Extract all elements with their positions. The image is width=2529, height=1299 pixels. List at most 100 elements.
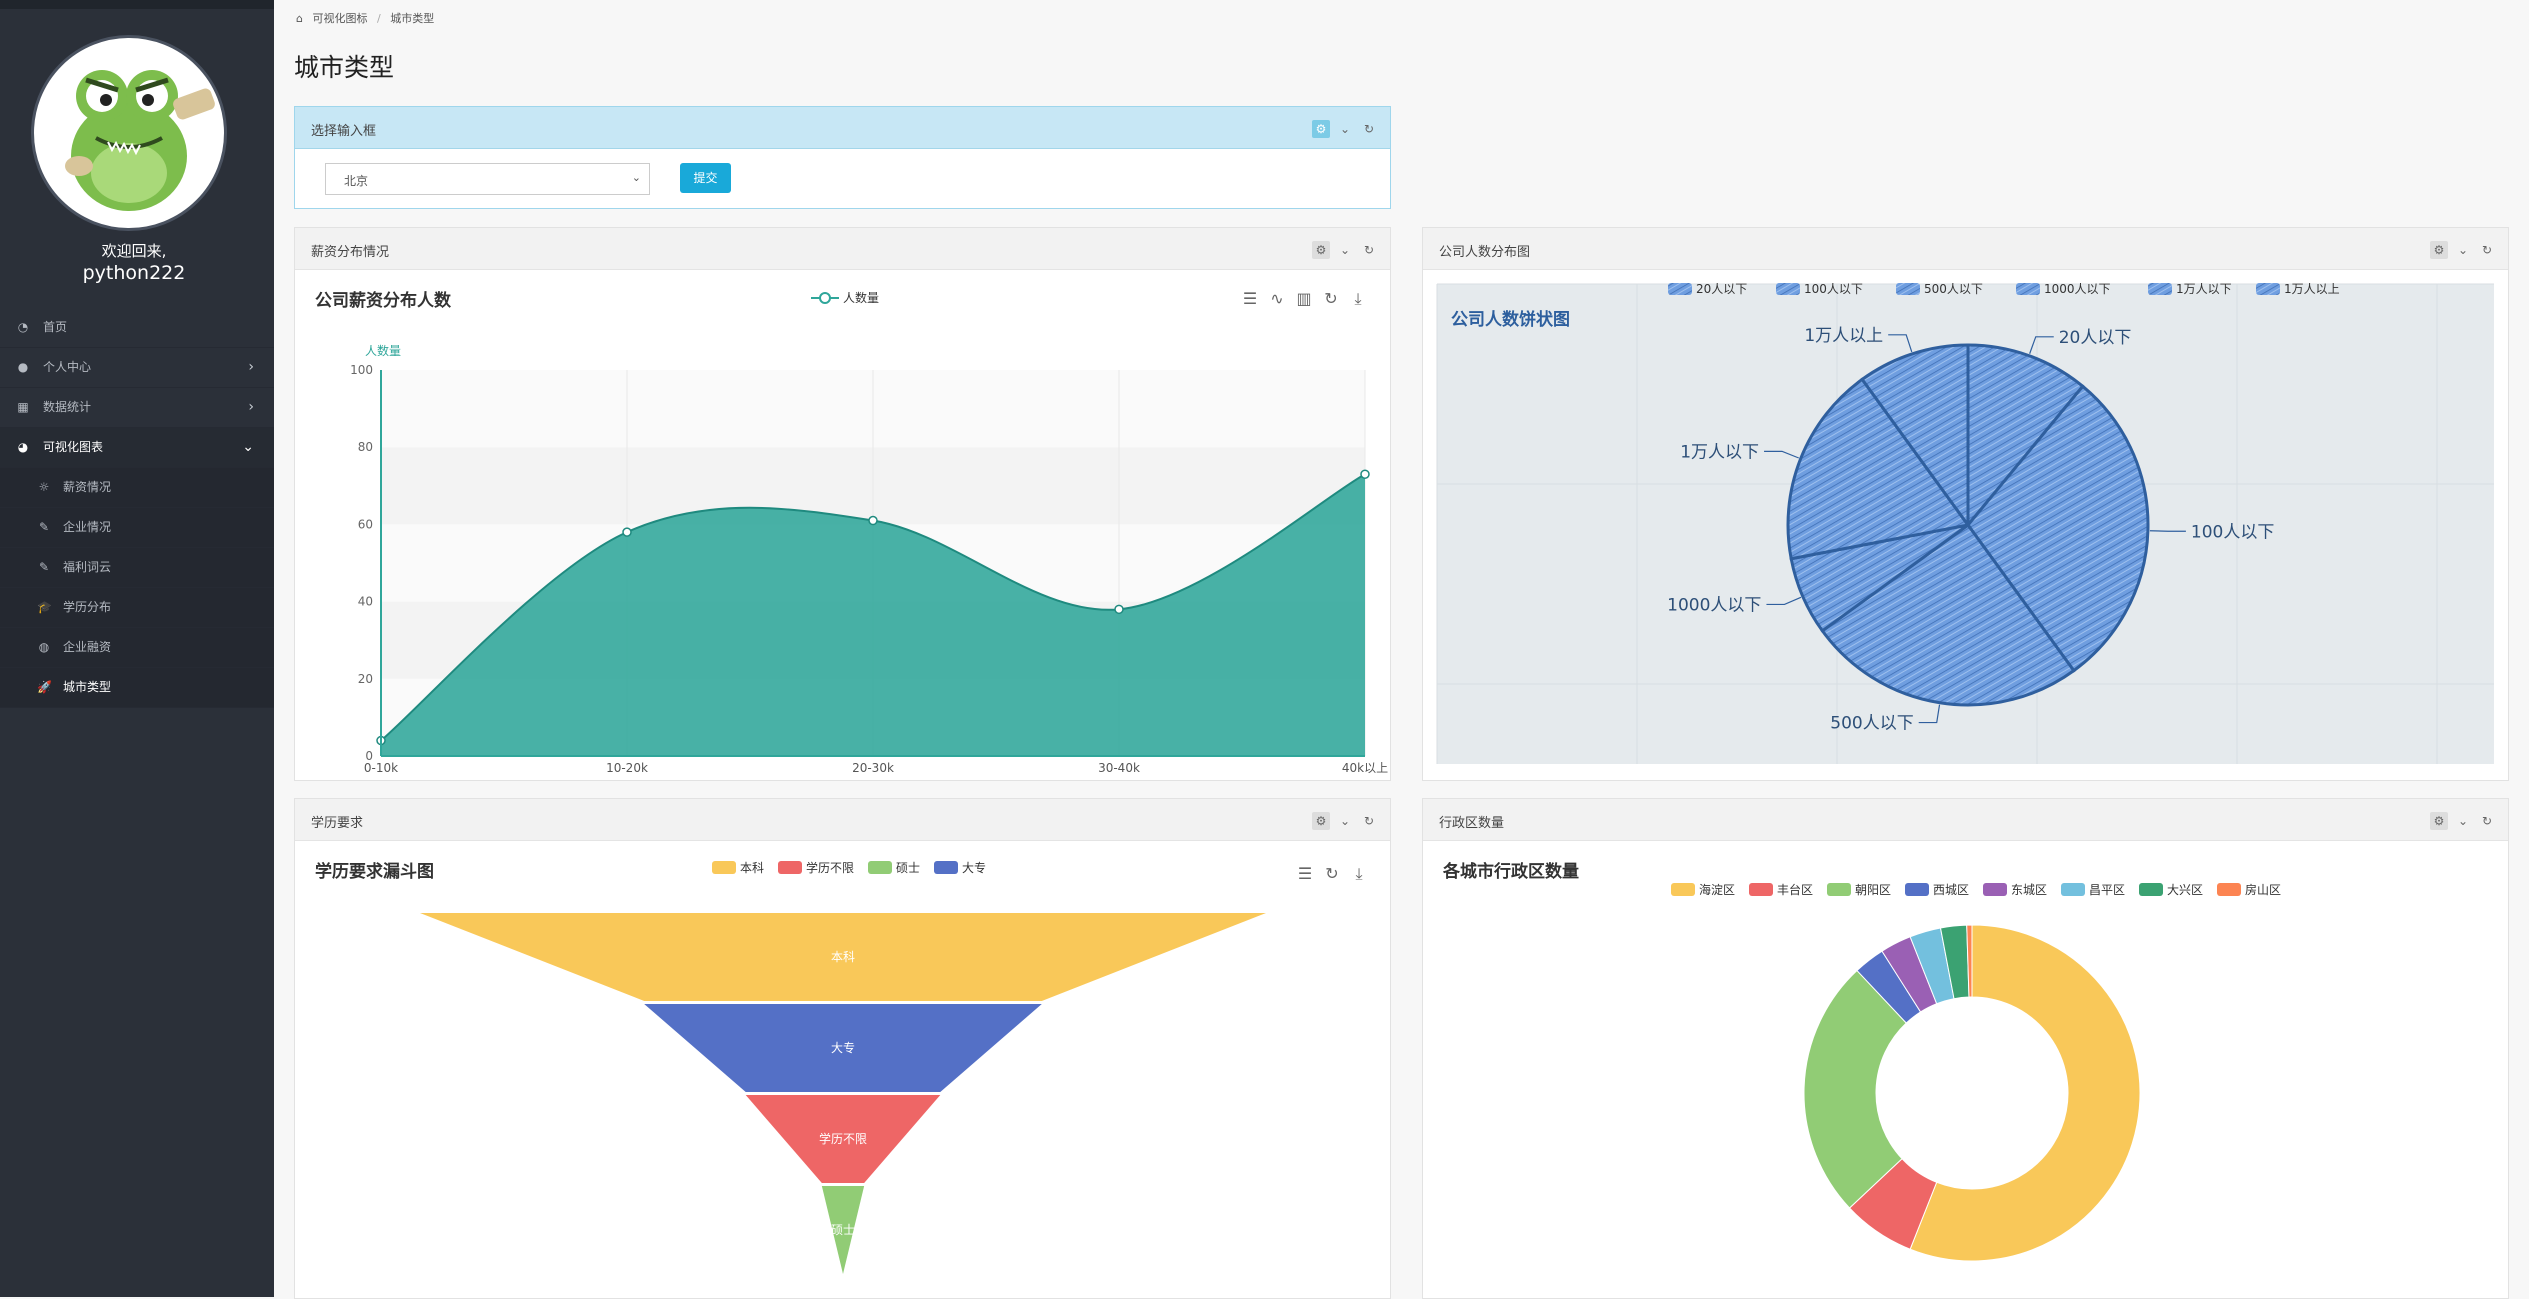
chevron-down-icon[interactable]: ⌄ (1339, 243, 1351, 257)
refresh-icon[interactable]: ↻ (2481, 243, 2493, 257)
gear-icon[interactable]: ⚙ (2430, 812, 2448, 830)
chevron-down-icon[interactable]: ⌄ (2457, 814, 2469, 828)
sidebar-item-label: 福利词云 (63, 560, 112, 574)
gear-icon[interactable]: ⚙ (1312, 120, 1330, 138)
legend-swatch (934, 861, 958, 874)
chevron-right-icon: › (248, 399, 254, 415)
gear-icon[interactable]: ⚙ (1312, 812, 1330, 830)
district-panel: 行政区数量 ⚙ ⌄ ↻ 各城市行政区数量 海淀区 丰台区 朝阳区 西城区 东城区 昌平区 大兴区… (1422, 798, 2509, 1299)
restore-icon[interactable]: ↻ (1325, 864, 1338, 883)
salary-panel: 薪资分布情况 ⚙ ⌄ ↻ 公司薪资分布人数 0 20 40 60 80 100 人数量 人数量 ☰ ∿… (294, 227, 1391, 781)
legend-swatch (1749, 883, 1773, 896)
sidebar: 欢迎回来, python222 ◔ 首页 ● 个人中心 › ▦ 数据统计 › ◕… (0, 0, 274, 1297)
sidebar-item-home[interactable]: ◔ 首页 (0, 308, 274, 348)
city-select[interactable]: 北京 ⌄ (325, 163, 650, 195)
welcome-text: 欢迎回来, (101, 242, 167, 260)
submit-button[interactable]: 提交 (680, 163, 731, 193)
chevron-down-icon[interactable]: ⌄ (1339, 814, 1351, 828)
sidebar-subitem-education[interactable]: 🎓 学历分布 (0, 588, 274, 628)
sidebar-item-label: 城市类型 (63, 680, 112, 694)
legend-swatch (2217, 883, 2241, 896)
panel-tools: ⚙ ⌄ ↻ (1306, 810, 1378, 830)
legend-swatch (1668, 283, 1692, 295)
chart-title: 学历要求漏斗图 (315, 862, 434, 882)
legend-label: 500人以下 (1924, 282, 1983, 296)
pie-chart-icon: ◕ (17, 440, 29, 454)
donut-slice (1909, 924, 2141, 1262)
panel-tools: ⚙ ⌄ ↻ (1306, 239, 1378, 259)
sidebar-topbar (0, 0, 274, 9)
panel-tools: ⚙ ⌄ ↻ (1306, 118, 1378, 138)
home-icon: ⌂ (296, 12, 303, 25)
breadcrumb-home[interactable]: 可视化图标 (312, 12, 368, 25)
sidebar-item-profile[interactable]: ● 个人中心 › (0, 348, 274, 388)
feather-icon: ✎ (38, 520, 50, 534)
series-area (381, 474, 1365, 756)
legend-swatch (1896, 283, 1920, 295)
donut-slice (1803, 969, 1907, 1209)
basketball-icon: ◍ (38, 640, 50, 654)
legend-label: 硕士 (896, 861, 920, 875)
chart-title: 公司人数饼状图 (1451, 309, 1570, 330)
bar-type-icon[interactable]: ▥ (1296, 289, 1311, 308)
refresh-icon[interactable]: ↻ (2481, 814, 2493, 828)
refresh-icon[interactable]: ↻ (1363, 243, 1375, 257)
chevron-down-icon[interactable]: ⌄ (1339, 122, 1351, 136)
sidebar-subitem-salary[interactable]: ☼ 薪资情况 (0, 468, 274, 508)
sidebar-subitem-company[interactable]: ✎ 企业情况 (0, 508, 274, 548)
legend-swatch (1905, 883, 1929, 896)
graduation-cap-icon: 🎓 (37, 600, 52, 614)
sidebar-item-charts[interactable]: ◕ 可视化图表 ⌄ (0, 428, 274, 468)
sidebar-nav: ◔ 首页 ● 个人中心 › ▦ 数据统计 › ◕ 可视化图表 ⌄ ☼ 薪资情况 … (0, 308, 274, 708)
data-point (622, 527, 632, 537)
restore-icon[interactable]: ↻ (1324, 289, 1337, 308)
legend-label: 1万人以上 (2284, 282, 2340, 296)
legend-swatch (1827, 883, 1851, 896)
pie-slice (1860, 343, 1970, 530)
legend-label: 学历不限 (806, 860, 854, 875)
panel-header: 薪资分布情况 ⚙ ⌄ ↻ (295, 228, 1390, 270)
gear-icon[interactable]: ⚙ (1312, 241, 1330, 259)
sidebar-subitem-wordcloud[interactable]: ✎ 福利词云 (0, 548, 274, 588)
legend-swatch (2256, 283, 2280, 295)
label-line (1888, 334, 1913, 353)
legend-swatch (2016, 283, 2040, 295)
data-view-icon[interactable]: ☰ (1243, 289, 1257, 308)
chart-title: 各城市行政区数量 (1443, 862, 1579, 882)
legend-swatch (778, 861, 802, 874)
save-image-icon[interactable]: ⤓ (1354, 289, 1361, 308)
save-image-icon[interactable]: ⤓ (1355, 864, 1362, 883)
panel-header: 行政区数量 ⚙ ⌄ ↻ (1423, 799, 2508, 841)
breadcrumb-current: 城市类型 (390, 12, 435, 25)
sidebar-item-label: 学历分布 (63, 600, 112, 614)
sidebar-subitem-city-type[interactable]: 🚀 城市类型 (0, 668, 274, 708)
funnel-label: 本科 (831, 950, 855, 964)
data-view-icon[interactable]: ☰ (1298, 864, 1312, 883)
funnel-segment (821, 1186, 865, 1274)
legend-swatch (1983, 883, 2007, 896)
refresh-icon[interactable]: ↻ (1363, 122, 1375, 136)
gear-icon[interactable]: ⚙ (2430, 241, 2448, 259)
legend-marker (819, 292, 831, 304)
sidebar-subitem-financing[interactable]: ◍ 企业融资 (0, 628, 274, 668)
pie-slice (1966, 384, 2150, 673)
sidebar-item-label: 数据统计 (43, 400, 92, 414)
legend-label: 西城区 (1933, 883, 1969, 897)
x-tick-label: 30-40k (1098, 761, 1140, 775)
legend-label: 100人以下 (1804, 282, 1863, 296)
legend-label: 房山区 (2245, 882, 2281, 897)
funnel-segment (420, 913, 1266, 1001)
frog-avatar-image (65, 70, 215, 211)
line-type-icon[interactable]: ∿ (1270, 289, 1283, 308)
refresh-icon[interactable]: ↻ (1363, 814, 1375, 828)
sidebar-item-statistics[interactable]: ▦ 数据统计 › (0, 388, 274, 428)
chevron-down-icon[interactable]: ⌄ (2457, 243, 2469, 257)
avatar[interactable] (31, 35, 227, 231)
data-point (868, 515, 878, 526)
city-select-value: 北京 (344, 174, 369, 188)
district-donut-chart: 海淀区 丰台区 朝阳区 西城区 东城区 昌平区 大兴区 房山区 (1671, 882, 2281, 1262)
panel-header: 学历要求 ⚙ ⌄ ↻ (295, 799, 1390, 841)
legend-swatch (2061, 883, 2085, 896)
